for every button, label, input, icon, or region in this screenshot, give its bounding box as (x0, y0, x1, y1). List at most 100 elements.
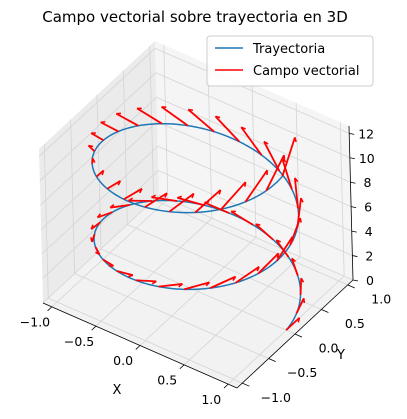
vector-arrow (204, 201, 230, 214)
y-tick-label: −0.5 (287, 365, 317, 380)
vector-arrow (115, 112, 139, 127)
grid-x-floor (183, 256, 301, 366)
legend-frame (206, 35, 374, 87)
vector-arrow (255, 223, 274, 241)
vector-arrow (285, 317, 301, 331)
vector-arrow-head (90, 224, 94, 230)
grid-z-back (155, 47, 350, 134)
vector-arrow (257, 252, 280, 275)
vector-arrow-head (177, 195, 183, 199)
z-tick-label: 12 (358, 126, 374, 141)
z-tick-mark (349, 132, 355, 135)
vector-arrow (110, 204, 131, 209)
x-tick-mark (91, 325, 97, 331)
vector-arrow (187, 108, 215, 133)
y-tick-label: 0.0 (319, 341, 339, 356)
vector-arrow-head (117, 180, 122, 186)
vector-arrow-head (188, 108, 194, 112)
vector-arrow (144, 192, 168, 208)
vector-arrow-head (255, 223, 261, 226)
vector-arrow-head (96, 213, 102, 218)
vector-arrow (100, 121, 119, 133)
vector-arrow (136, 107, 163, 125)
y-tick-mark (347, 284, 355, 289)
grid-y-left (122, 70, 128, 225)
grid-z-left (38, 48, 156, 157)
vector-arrow-head (275, 239, 281, 243)
vector-arrow (265, 154, 285, 192)
grid-z-left (42, 170, 159, 279)
vector-arrow-head (300, 277, 305, 283)
z-tick-label: 4 (365, 224, 373, 239)
z-tick-mark (352, 279, 359, 282)
vector-arrow (102, 258, 114, 267)
tick-labels: −1.0−0.50.00.51.0 −1.0−0.50.00.51.0024681… (20, 126, 391, 407)
grid-z-left (40, 121, 158, 230)
vector-arrow (151, 196, 178, 202)
vector-arrow-head (240, 126, 246, 130)
vector-arrow-head (297, 317, 301, 323)
vector-arrow-head (291, 257, 296, 262)
z-tick-label: 2 (365, 249, 373, 264)
vector-arrow (276, 236, 294, 262)
x-tick-label: −1.0 (20, 315, 50, 330)
vector-arrow-head (256, 266, 260, 272)
vector-arrow (220, 181, 247, 210)
y-tick-mark (294, 333, 303, 338)
vector-arrow-head (164, 192, 168, 198)
x-tick-label: 0.5 (157, 373, 177, 388)
vector-arrow (294, 177, 299, 209)
vector-arrow-head (101, 170, 105, 176)
grid-y-floor (153, 199, 348, 286)
vector-arrow (295, 297, 305, 314)
y-tick-mark (242, 382, 250, 387)
z-tick-label: 0 (366, 273, 374, 288)
vector-arrow-head (294, 137, 297, 143)
vector-arrow-head (191, 193, 195, 199)
grid-y-floor (127, 224, 322, 310)
y-tick-label: 0.5 (345, 316, 365, 331)
legend-label-trayectoria: Trayectoria (252, 42, 325, 57)
grid-z-back (156, 121, 352, 208)
grid-y-floor (100, 248, 296, 335)
vector-arrow (97, 211, 113, 219)
vector-arrow-head (302, 298, 306, 304)
vector-arrow (194, 189, 222, 214)
vector-arrow (123, 187, 143, 201)
grid-x-back (251, 83, 257, 238)
z-tick-label: 8 (363, 175, 371, 190)
vector-arrow (281, 158, 293, 190)
vector-arrow-head (90, 237, 93, 243)
grid-z-left (41, 145, 159, 255)
grid-z-back (156, 96, 351, 183)
x-tick-label: −0.5 (64, 334, 94, 349)
vector-arrow (240, 126, 263, 156)
z-axis-line (348, 125, 354, 281)
vector-arrow-head (128, 197, 134, 202)
z-tick-mark (351, 230, 357, 233)
vector-arrow (244, 169, 268, 203)
vector-arrow (158, 283, 183, 288)
grid-z-left (42, 194, 160, 304)
vector-arrow (90, 132, 104, 142)
vector-arrow-head (109, 203, 115, 209)
vector-arrow-head (95, 251, 100, 256)
vector-arrow-head (178, 283, 183, 288)
vector-arrow-head (205, 281, 211, 287)
vector-arrow-head (232, 276, 237, 281)
grid-x-back (339, 122, 345, 277)
vector-arrow-head (151, 280, 157, 285)
vector-arrow (90, 221, 101, 230)
x-tick-mark (135, 345, 141, 350)
y-tick-label: −1.0 (261, 390, 291, 405)
vector-arrow-head (263, 140, 269, 145)
vector-arrow (161, 106, 189, 127)
vector-arrow (135, 279, 157, 283)
vector-arrow-head (91, 157, 96, 163)
z-tick-label: 6 (364, 200, 372, 215)
vector-arrow-head (300, 197, 304, 203)
y-tick-mark (268, 358, 276, 363)
grid-z-left (39, 72, 157, 182)
y-axis-label: Y (336, 348, 345, 363)
vector-arrow (183, 281, 210, 291)
